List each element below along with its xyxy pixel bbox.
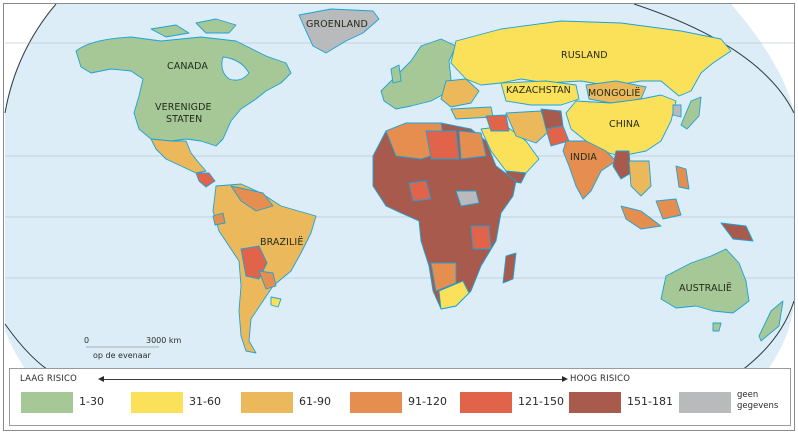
region-india xyxy=(562,140,617,200)
legend-no-data-line1: geen xyxy=(737,390,759,400)
label-usa-line1: VERENIGDE xyxy=(155,102,212,113)
region-bolivia xyxy=(240,245,268,280)
region-japan xyxy=(680,96,702,130)
region-korea xyxy=(672,104,682,118)
region-central-america xyxy=(195,172,216,188)
region-egypt xyxy=(458,130,487,160)
label-australia: AUSTRALIË xyxy=(679,283,732,294)
projection-edge-right xyxy=(633,4,794,114)
arrow-right-icon xyxy=(562,376,568,382)
region-libya xyxy=(425,130,460,160)
region-philippines xyxy=(675,165,690,190)
region-ecuador xyxy=(212,212,226,226)
label-canada: CANADA xyxy=(167,61,208,72)
country-labels: GROENLAND CANADA VERENIGDE STATEN RUSLAN… xyxy=(155,19,732,294)
map-frame: GROENLAND CANADA VERENIGDE STATEN RUSLAN… xyxy=(3,3,795,431)
region-iraq-syria xyxy=(485,114,510,132)
label-china: CHINA xyxy=(609,119,640,130)
region-arctic-islands-2 xyxy=(150,24,190,38)
arrow-left-icon xyxy=(98,376,104,382)
scale-end: 3000 km xyxy=(146,336,182,345)
region-uruguay xyxy=(270,296,282,308)
region-myanmar xyxy=(612,150,632,180)
region-europe-west xyxy=(380,38,457,110)
region-greenland xyxy=(298,8,380,54)
region-tanzania xyxy=(470,225,492,250)
label-india: INDIA xyxy=(570,152,597,163)
label-kazakhstan: KAZACHSTAN xyxy=(506,85,571,96)
legend-range-label: 91-120 xyxy=(408,395,447,408)
region-africa xyxy=(372,122,517,310)
region-madagascar xyxy=(502,252,517,284)
label-russia: RUSLAND xyxy=(561,50,608,61)
region-south-africa xyxy=(438,280,470,310)
scale-bar: 0 3000 km op de evenaar xyxy=(84,336,182,360)
region-tasmania xyxy=(712,322,722,332)
legend-no-data-label: geen gegevens xyxy=(737,390,778,412)
region-new-zealand xyxy=(758,300,784,342)
legend-swatch xyxy=(21,392,73,413)
legend-swatch xyxy=(569,392,621,413)
region-indonesia xyxy=(620,205,662,230)
region-arabia xyxy=(480,125,540,174)
hudson-bay xyxy=(221,56,250,81)
region-southwest-africa xyxy=(430,262,457,292)
legend-range-label: 121-150 xyxy=(518,395,564,408)
region-paraguay xyxy=(258,270,277,290)
scale-start: 0 xyxy=(84,336,89,345)
region-borneo xyxy=(655,198,682,220)
legend-swatch xyxy=(241,392,293,413)
legend-swatch xyxy=(350,392,402,413)
label-usa-line2: STATEN xyxy=(166,114,202,125)
legend-range-label: 151-181 xyxy=(627,395,673,408)
region-iran xyxy=(505,110,550,144)
legend-risk-arrow xyxy=(98,376,568,382)
region-south-sudan xyxy=(455,190,480,207)
legend: LAAG RISICO HOOG RISICO 1-30 31-60 61-90… xyxy=(9,368,791,426)
world-map: GROENLAND CANADA VERENIGDE STATEN RUSLAN… xyxy=(4,4,794,401)
region-se-asia xyxy=(628,160,652,197)
legend-low-risk-label: LAAG RISICO xyxy=(20,374,78,384)
region-venezuela xyxy=(230,185,274,212)
region-new-guinea xyxy=(720,222,754,242)
legend-swatch xyxy=(460,392,512,413)
region-arctic-islands xyxy=(195,18,237,34)
region-uk xyxy=(390,64,402,84)
region-australia xyxy=(660,248,750,314)
region-mexico xyxy=(150,138,207,174)
legend-range-label: 31-60 xyxy=(189,395,221,408)
scale-note: op de evenaar xyxy=(93,351,152,360)
legend-swatch xyxy=(131,392,183,413)
label-greenland: GROENLAND xyxy=(306,19,368,30)
region-nigeria xyxy=(408,180,432,202)
legend-range-label: 61-90 xyxy=(299,395,331,408)
legend-high-risk-label: HOOG RISICO xyxy=(570,374,631,384)
legend-swatch xyxy=(679,392,731,413)
label-mongolia: MONGOLIË xyxy=(588,88,641,99)
projection-edge-left xyxy=(4,4,57,114)
region-kazakhstan xyxy=(500,80,580,106)
legend-no-data-line2: gegevens xyxy=(737,401,779,411)
region-china xyxy=(565,94,677,157)
label-brazil: BRAZILIË xyxy=(260,237,303,248)
legend-range-label: 1-30 xyxy=(79,395,104,408)
region-russia xyxy=(450,20,732,97)
projection-edge-right-bottom xyxy=(740,300,794,372)
